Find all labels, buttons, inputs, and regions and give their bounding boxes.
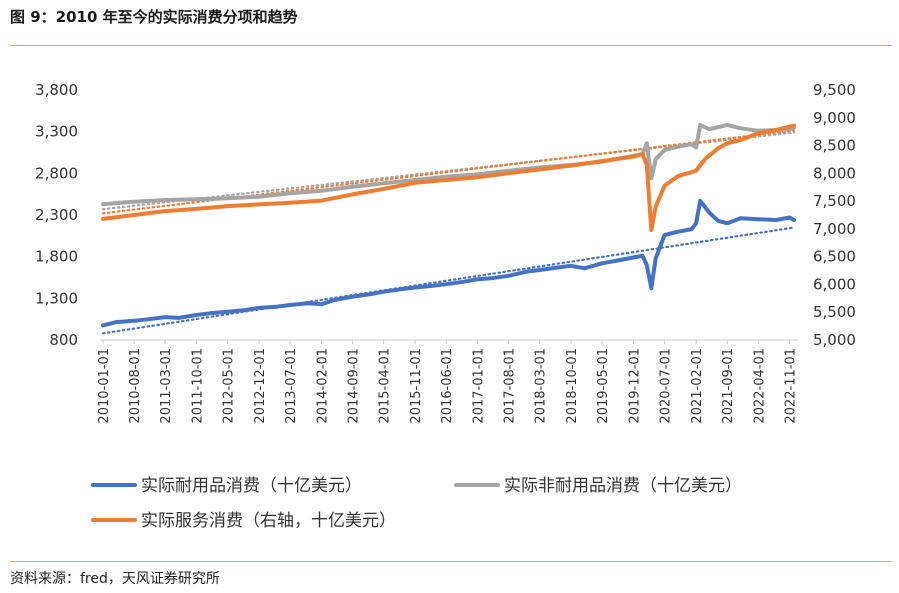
x-axis-tick-label: 2021-09-01	[721, 348, 736, 424]
figure-title: 图 9：2010 年至今的实际消费分项和趋势	[10, 8, 298, 26]
x-axis-tick-label: 2011-10-01	[190, 348, 205, 424]
x-axis-tick-label: 2017-08-01	[503, 348, 518, 424]
x-axis-tick-label: 2012-12-01	[253, 348, 268, 424]
right-axis-tick-label: 9,500	[813, 81, 856, 99]
right-axis-tick-label: 7,000	[813, 220, 856, 238]
source-note: 资料来源：fred，天风证券研究所	[10, 571, 220, 587]
x-axis-tick-label: 2021-02-01	[690, 348, 705, 424]
right-axis-tick-label: 8,000	[813, 164, 856, 182]
x-axis-tick-label: 2014-09-01	[347, 348, 362, 424]
left-axis-tick-label: 2,300	[35, 206, 78, 224]
left-axis-tick-label: 2,800	[35, 164, 78, 182]
x-axis-tick-label: 2010-08-01	[128, 348, 143, 424]
legend-label: 实际非耐用品消费（十亿美元）	[504, 476, 742, 496]
x-axis-tick-label: 2016-06-01	[440, 348, 455, 424]
x-axis-tick-label: 2019-05-01	[596, 348, 611, 424]
series-line	[101, 198, 796, 328]
x-axis-tick-label: 2014-02-01	[316, 348, 331, 424]
legend-label: 实际耐用品消费（十亿美元）	[141, 476, 362, 496]
right-axis-ticks: 5,000 5,500 6,000 6,500 7,000 7,500 8,000 8,500…	[813, 81, 856, 349]
x-axis-tick-label: 2011-03-01	[159, 348, 174, 424]
right-axis-tick-label: 9,000	[813, 109, 856, 127]
right-axis-tick-label: 6,500	[813, 248, 856, 266]
right-axis-tick-label: 5,500	[813, 303, 856, 321]
right-axis-tick-label: 5,000	[813, 331, 856, 349]
left-axis-ticks: 800 1,300 1,800 2,300 2,800 3,300 3,800	[35, 81, 78, 349]
left-axis-tick-label: 1,300	[35, 289, 78, 307]
series-line	[101, 123, 796, 232]
trendline	[101, 226, 796, 335]
series-layer	[101, 123, 796, 328]
x-axis-tick-label: 2012-05-01	[222, 348, 237, 424]
x-axis-tick-label: 2022-04-01	[752, 348, 767, 424]
x-axis-tick-label: 2020-07-01	[659, 348, 674, 424]
x-axis-tick-label: 2015-11-01	[409, 348, 424, 424]
top-rule	[10, 45, 892, 46]
legend-label: 实际服务消费（右轴，十亿美元）	[141, 511, 396, 531]
x-axis-tick-label: 2010-01-01	[97, 348, 112, 424]
x-axis-tick-label: 2015-04-01	[378, 348, 393, 424]
left-axis-tick-label: 3,300	[35, 123, 78, 141]
trendline-layer	[101, 129, 796, 335]
right-axis-tick-label: 7,500	[813, 192, 856, 210]
legend: 实际耐用品消费（十亿美元） 实际非耐用品消费（十亿美元） 实际服务消费（右轴，十亿美…	[91, 476, 742, 531]
x-axis-tick-label: 2022-11-01	[784, 348, 799, 424]
left-axis-tick-label: 3,800	[35, 81, 78, 99]
series-line	[101, 123, 796, 207]
x-axis-tick-label: 2019-12-01	[627, 348, 642, 424]
x-axis-tick-label: 2017-01-01	[472, 348, 487, 424]
x-axis-tick-label: 2018-10-01	[565, 348, 580, 424]
left-axis-tick-label: 1,800	[35, 248, 78, 266]
x-axis-tick-label: 2013-07-01	[284, 348, 299, 424]
x-axis-tick-label: 2018-03-01	[534, 348, 549, 424]
bottom-rule	[10, 561, 892, 562]
x-axis: 2010-01-01 2010-08-01 2011-03-01 2011-10-01…	[97, 339, 799, 424]
right-axis-tick-label: 8,500	[813, 137, 856, 155]
right-axis-tick-label: 6,000	[813, 275, 856, 293]
left-axis-tick-label: 800	[49, 331, 78, 349]
